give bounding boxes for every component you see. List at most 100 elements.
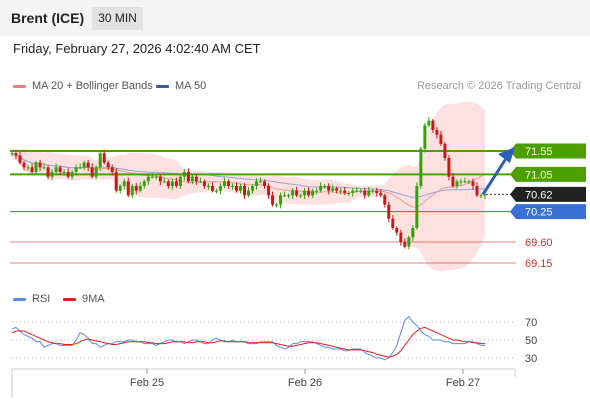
candle-body (255, 181, 259, 186)
candle-body (166, 181, 170, 186)
candle-body (291, 190, 295, 196)
level-label-pivot: 70.25 (525, 207, 553, 219)
rsi-tick-label: 70 (525, 317, 537, 329)
candle-body (351, 190, 355, 193)
candle-body (38, 162, 42, 168)
candle-body (230, 186, 234, 187)
timeframe-button[interactable]: 30 MIN (92, 7, 143, 30)
candle-body (170, 181, 174, 186)
candle-body (275, 204, 279, 206)
candle-body (198, 181, 202, 183)
rsi-ma-swatch-icon (63, 297, 76, 301)
candle-body (263, 181, 267, 186)
candle-body (78, 167, 82, 169)
candle-body (226, 181, 230, 186)
candle-body (202, 181, 206, 186)
legend-bollinger: MA 20 + Bollinger Bands (13, 80, 153, 92)
candle-body (42, 167, 46, 169)
candle-body (206, 186, 210, 187)
candle-body (247, 190, 250, 196)
candle-body (154, 176, 158, 178)
candle-body (214, 190, 218, 192)
rsi-tick-label: 30 (525, 353, 537, 365)
candle-body (102, 153, 106, 163)
candle-body (94, 167, 98, 177)
rsi-line (11, 315, 485, 361)
candle-body (343, 190, 347, 193)
candle-body (315, 190, 319, 192)
candle-body (34, 162, 38, 172)
level-tag-resistance (510, 143, 586, 159)
x-tick-label: Feb 27 (446, 377, 480, 389)
candle-body (375, 190, 379, 193)
level-label-support: 69.60 (525, 237, 553, 249)
bollinger-swatch-icon (13, 84, 26, 88)
candle-body (238, 186, 242, 191)
legend-ma50: MA 50 (156, 80, 206, 92)
candle-body (355, 190, 359, 192)
x-tick-label: Feb 26 (288, 377, 322, 389)
candle-body (387, 204, 391, 219)
candle-body (54, 167, 58, 172)
candle-body (271, 195, 275, 205)
candle-body (287, 195, 291, 197)
candle-body (126, 181, 130, 196)
chart-credit: Research © 2026 Trading Central (416, 80, 581, 92)
candle-body (218, 186, 222, 191)
candle-body (162, 181, 166, 183)
candle-body (194, 176, 198, 182)
candle-body (359, 190, 363, 192)
candle-body (82, 162, 86, 168)
candle-body (66, 172, 70, 177)
legend-rsi: RSI (13, 293, 50, 305)
candle-body (182, 172, 186, 177)
rsi-tick-label: 50 (525, 335, 537, 347)
candle-body (427, 120, 431, 126)
candle-body (347, 193, 351, 194)
candle-body (447, 158, 451, 177)
legend-bollinger-label: MA 20 + Bollinger Bands (32, 80, 153, 92)
candle-body (419, 148, 423, 186)
candle-body (22, 162, 26, 168)
legend-ma50-label: MA 50 (175, 80, 207, 92)
legend-rsi-ma: 9MA (63, 293, 105, 305)
candle-body (471, 181, 475, 186)
candle-body (435, 130, 439, 135)
x-tick-label: Feb 25 (130, 377, 164, 389)
candle-body (14, 153, 18, 156)
candle-body (122, 181, 126, 186)
candle-body (431, 120, 435, 130)
legend-rsi-label: RSI (32, 293, 51, 305)
candle-body (74, 167, 78, 172)
candle-body (303, 190, 307, 196)
candle-body (90, 167, 94, 177)
candle-body (327, 186, 331, 191)
candle-body (415, 186, 419, 228)
candle-body (335, 188, 339, 191)
level-tag-last (510, 186, 586, 202)
candle-body (186, 172, 190, 182)
candle-body (483, 194, 487, 196)
candle-body (455, 181, 459, 186)
candle-body (46, 167, 50, 177)
candle-body (363, 190, 367, 196)
candle-body (98, 153, 102, 168)
candle-body (10, 153, 14, 155)
candle-body (50, 172, 54, 177)
candle-body (210, 186, 214, 191)
candle-body (259, 181, 263, 183)
candle-body (399, 232, 403, 242)
rsi-swatch-icon (13, 297, 26, 301)
candle-body (26, 167, 30, 169)
candle-body (331, 188, 335, 191)
candle-body (379, 193, 383, 196)
candle-body (319, 186, 323, 191)
candle-body (18, 155, 22, 163)
level-tag-resistance (510, 166, 586, 182)
candle-body (251, 186, 255, 191)
candle-body (339, 190, 343, 192)
candle-body (106, 162, 110, 168)
candle-body (86, 162, 90, 168)
level-tag-pivot (510, 204, 586, 220)
